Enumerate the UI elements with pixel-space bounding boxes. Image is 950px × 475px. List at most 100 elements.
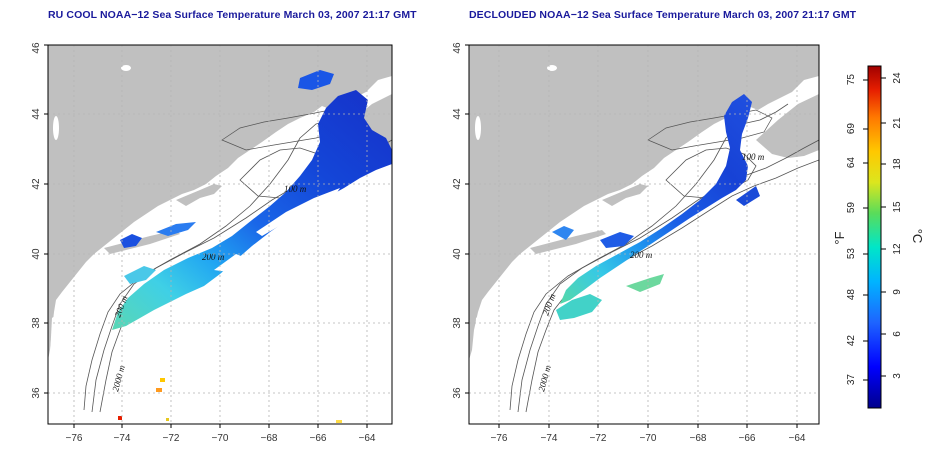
axis-lat-left	[44, 44, 48, 394]
land-cape-cod	[602, 184, 648, 206]
lon-tick-label: −64	[359, 433, 376, 444]
colorbar: 75 69 64 59 53 48 42 37 24 21 18 15 12 9…	[832, 65, 925, 409]
lon-tick-label: −70	[640, 433, 657, 444]
sst-pixel	[156, 388, 162, 392]
colorbar-f-label: 53	[846, 248, 857, 260]
lake	[121, 65, 131, 71]
delaware-bay	[70, 282, 86, 312]
sst-cloud-gap	[214, 254, 246, 272]
axis-lon-right	[498, 424, 798, 428]
lat-tick-label: 38	[31, 317, 42, 329]
lon-tick-label: −66	[739, 433, 756, 444]
colorbar-f-label: 42	[846, 335, 857, 347]
colorbar-c-label: 12	[892, 243, 903, 255]
chesapeake-bay	[50, 312, 64, 360]
land-nova-scotia	[756, 94, 819, 158]
sst-patch	[600, 232, 634, 248]
land-long-island	[530, 230, 606, 254]
colorbar-f-label: 59	[846, 202, 857, 214]
lon-tick-label: −72	[590, 433, 607, 444]
contour-label: 200 m	[630, 250, 653, 260]
panel-title-right: DECLOUDED NOAA−12 Sea Surface Temperatur…	[469, 9, 857, 21]
lat-tick-label: 44	[31, 108, 42, 120]
sst-patch	[298, 70, 334, 90]
lon-tick-label: −68	[690, 433, 707, 444]
colorbar-ticks	[863, 77, 886, 381]
colorbar-c-label: 21	[892, 117, 903, 129]
lake	[53, 116, 59, 140]
lat-tick-label: 36	[31, 387, 42, 399]
lat-tick-label: 38	[452, 317, 463, 329]
lake	[475, 116, 481, 140]
colorbar-f-label: 69	[846, 123, 857, 135]
lon-tick-label: −72	[163, 433, 180, 444]
bathymetry-contour	[665, 147, 757, 199]
sst-patch	[552, 226, 574, 240]
sst-patch	[626, 274, 664, 292]
graticule	[469, 45, 819, 424]
contour-label: 100 m	[284, 184, 307, 194]
sst-field	[112, 90, 392, 330]
land-long-island	[104, 230, 180, 254]
panel-title-left: RU COOL NOAA−12 Sea Surface Temperature …	[48, 9, 417, 21]
colorbar-f-label: 37	[846, 374, 857, 386]
lon-tick-label: −76	[491, 433, 508, 444]
lon-tick-label: −64	[789, 433, 806, 444]
sst-field	[560, 94, 752, 304]
lon-tick-label: −74	[114, 433, 131, 444]
sst-pixel	[336, 420, 342, 423]
sst-patch	[156, 222, 196, 236]
colorbar-c-label: 3	[892, 373, 903, 379]
chesapeake-bay	[474, 312, 488, 360]
lon-tick-label: −70	[212, 433, 229, 444]
lat-tick-label: 46	[452, 42, 463, 54]
axis-lon-left	[73, 424, 368, 428]
lon-tick-label: −76	[66, 433, 83, 444]
colorbar-c-label: 18	[892, 158, 903, 170]
lat-tick-label: 40	[452, 248, 463, 260]
colorbar-unit-fahrenheit: °F	[832, 231, 847, 244]
colorbar-f-label: 64	[846, 157, 857, 169]
colorbar-c-label: 9	[892, 289, 903, 295]
colorbar-gradient	[867, 65, 882, 409]
bathymetry-contour	[525, 159, 819, 413]
land-mass-us	[48, 45, 392, 360]
lat-tick-label: 46	[31, 42, 42, 54]
axis-lat-right	[465, 44, 469, 394]
graticule	[48, 45, 392, 424]
plot-frame-right	[468, 44, 820, 425]
sst-patch	[120, 234, 142, 248]
delaware-bay	[496, 282, 512, 312]
map-panel-left: 2000 m 200 m 100 m 200 m	[48, 45, 392, 424]
colorbar-f-label: 75	[846, 74, 857, 86]
land-mass-us	[469, 45, 819, 360]
lake	[547, 65, 557, 71]
lat-tick-label: 40	[31, 248, 42, 260]
map-panel-right: 2000 m 200 m 100 m 200 m	[469, 45, 819, 424]
lat-tick-label: 36	[452, 387, 463, 399]
lon-tick-label: −68	[261, 433, 278, 444]
lat-tick-label: 44	[452, 108, 463, 120]
lat-tick-label: 42	[452, 178, 463, 190]
sst-cloud-gap	[256, 188, 340, 236]
sst-pixel	[160, 378, 165, 382]
sst-patch	[556, 294, 602, 320]
colorbar-unit-celsius: °C	[910, 229, 925, 244]
bathymetry-contour	[647, 109, 773, 151]
colorbar-c-label: 6	[892, 331, 903, 337]
colorbar-f-label: 48	[846, 289, 857, 301]
sst-patch	[124, 266, 156, 284]
lon-tick-label: −66	[310, 433, 327, 444]
contour-label: 200 m	[202, 252, 225, 262]
bathymetry-contour	[517, 139, 819, 413]
lat-tick-label: 42	[31, 178, 42, 190]
sst-pixel	[118, 416, 122, 420]
land-cape-cod	[176, 184, 222, 206]
colorbar-c-label: 15	[892, 201, 903, 213]
contour-label: 100 m	[742, 152, 765, 162]
colorbar-c-label: 24	[892, 72, 903, 84]
sst-patch	[736, 186, 760, 206]
sst-pixel	[166, 418, 169, 421]
lon-tick-label: −74	[541, 433, 558, 444]
